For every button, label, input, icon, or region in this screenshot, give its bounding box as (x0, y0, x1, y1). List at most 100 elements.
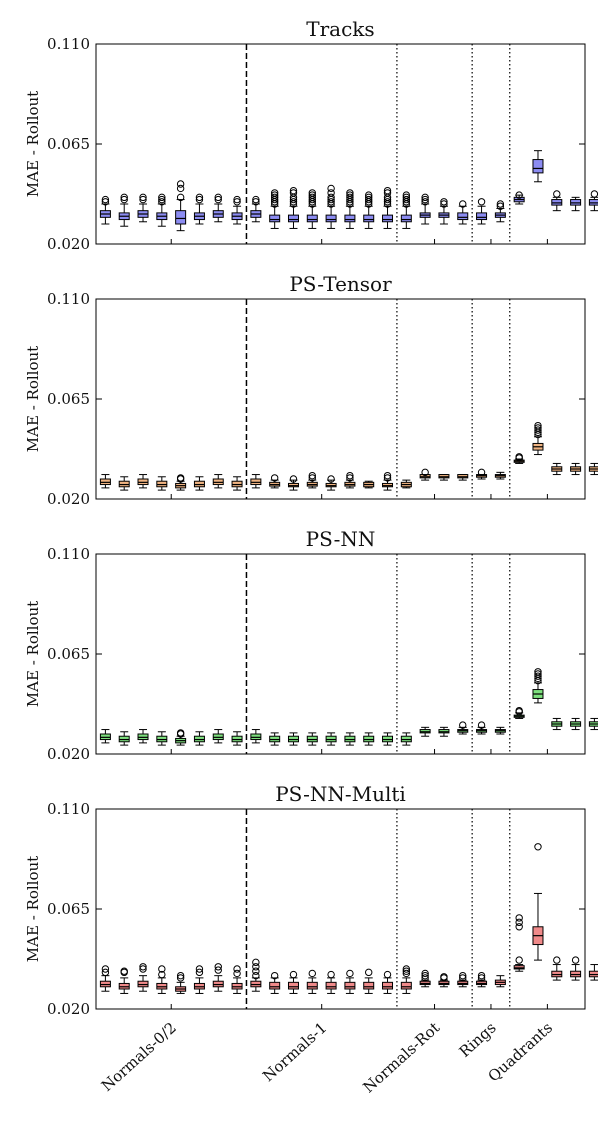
plot-frame (95, 43, 586, 245)
box-19 (438, 973, 450, 988)
outlier-point (214, 966, 222, 974)
box-12 (306, 189, 318, 229)
outlier-point (402, 191, 411, 199)
outlier-point (214, 963, 222, 971)
box-body (344, 981, 356, 990)
box-12 (306, 969, 318, 994)
y-tick-label: 0.065 (47, 135, 90, 153)
box-25 (551, 462, 563, 476)
y-tick-label: 0.110 (47, 800, 90, 818)
outlier-point (289, 475, 298, 483)
outlier-point (421, 468, 429, 477)
outlier-point (252, 971, 260, 980)
outlier-point (459, 974, 467, 982)
outlier-point (139, 193, 147, 202)
box-14 (344, 969, 356, 994)
box-1 (99, 965, 111, 992)
panel-title: PS-Tensor (289, 272, 392, 296)
box-3 (137, 729, 149, 744)
outlier-point (383, 189, 392, 197)
outlier-point (440, 973, 448, 981)
outlier-point (120, 967, 128, 975)
outlier-point (496, 200, 505, 208)
x-group-label: Normals-Rot (360, 1019, 444, 1097)
box-body (363, 214, 375, 223)
outlier-point (365, 968, 373, 977)
outlier-point (346, 193, 354, 202)
box-7 (212, 193, 224, 223)
outlier-point (383, 471, 392, 480)
outlier-point (402, 969, 411, 978)
panel-title: Tracks (306, 17, 374, 41)
box-16 (382, 970, 394, 994)
y-axis-label: MAE - Rollout (24, 856, 42, 962)
outlier-point (421, 193, 429, 202)
outlier-point (534, 426, 542, 434)
box-17 (400, 479, 412, 489)
box-8 (231, 476, 243, 491)
outlier-point (383, 474, 392, 482)
outlier-point (308, 471, 316, 480)
plot-frame (95, 298, 586, 500)
box-body (532, 159, 544, 174)
outlier-point (383, 970, 392, 979)
box-21 (476, 468, 488, 480)
box-26 (570, 956, 582, 981)
box-23 (513, 191, 525, 205)
outlier-point (101, 198, 110, 206)
box-14 (344, 732, 356, 746)
outlier-point (477, 971, 486, 980)
box-10 (269, 971, 281, 994)
box-10 (269, 189, 281, 229)
outlier-point (534, 670, 542, 678)
y-tick-label: 0.110 (47, 290, 90, 308)
box-16 (382, 471, 394, 491)
outlier-point (233, 195, 241, 204)
outlier-point (101, 965, 110, 973)
box-body (400, 214, 412, 223)
box-21 (476, 971, 488, 988)
outlier-point (402, 965, 411, 973)
box-20 (457, 721, 469, 735)
outlier-point (534, 672, 542, 680)
outlier-point (176, 971, 185, 980)
box-7 (212, 474, 224, 489)
outlier-point (176, 974, 185, 982)
box-9 (250, 195, 262, 223)
outlier-point (252, 967, 260, 975)
outlier-point (176, 184, 185, 193)
box-23 (513, 706, 525, 719)
outlier-point (402, 967, 411, 975)
box-5 (175, 474, 187, 491)
box-11 (287, 186, 299, 229)
outlier-point (308, 189, 316, 197)
box-25 (551, 956, 563, 981)
y-tick-label: 0.020 (47, 745, 90, 763)
box-18 (419, 969, 431, 988)
box-21 (476, 198, 488, 225)
outlier-point (402, 193, 411, 202)
box-1 (99, 729, 111, 744)
outlier-point (233, 965, 241, 973)
box-1 (99, 474, 111, 489)
outlier-point (195, 195, 204, 204)
box-26 (570, 462, 582, 476)
outlier-point (365, 195, 373, 204)
box-7 (212, 963, 224, 992)
outlier-point (515, 706, 523, 715)
outlier-point (308, 969, 316, 978)
outlier-point (327, 184, 335, 193)
box-18 (419, 468, 431, 481)
box-body (306, 981, 318, 990)
box-11 (287, 732, 299, 746)
outlier-point (270, 193, 279, 202)
outlier-point (553, 190, 561, 198)
outlier-point (534, 424, 542, 432)
box-body (382, 214, 394, 223)
box-body (287, 214, 299, 223)
box-13 (325, 970, 337, 994)
box-22 (494, 726, 506, 735)
outlier-point (195, 965, 204, 973)
box-body (363, 981, 375, 990)
box-19 (438, 726, 450, 737)
